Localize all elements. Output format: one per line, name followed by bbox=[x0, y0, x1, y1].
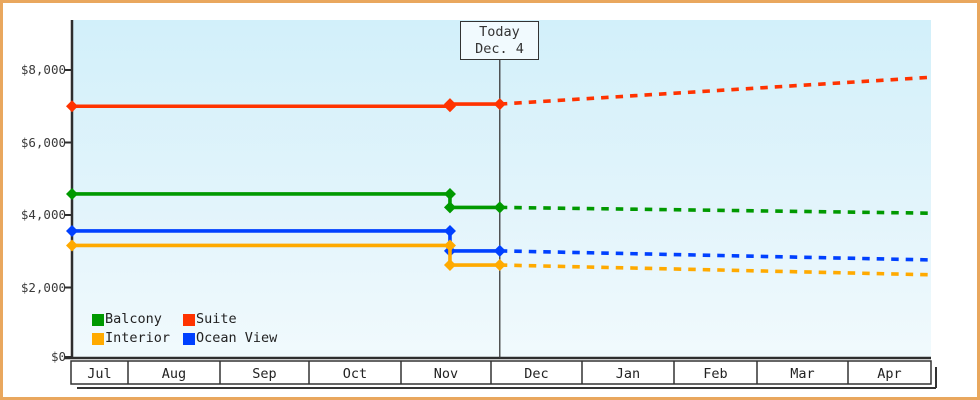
today-box-title: Today bbox=[479, 24, 520, 40]
price-marker-balcony-today bbox=[493, 201, 506, 214]
price-marker-suite-after-change bbox=[443, 98, 456, 111]
month-label-nov: Nov bbox=[434, 366, 458, 382]
price-marker-suite-today bbox=[493, 98, 506, 111]
y-tick-label-2000: $2,000 bbox=[20, 279, 66, 295]
month-label-mar: Mar bbox=[790, 366, 814, 382]
price-marker-interior-after-change bbox=[443, 259, 456, 272]
legend-item-suite: Suite bbox=[183, 311, 277, 327]
series-line-suite bbox=[72, 102, 500, 109]
legend: Balcony Suite Interior Ocean View bbox=[92, 311, 278, 346]
month-label-apr: Apr bbox=[877, 366, 901, 382]
legend-swatch-interior-icon bbox=[92, 332, 104, 345]
today-marker-box: Today Dec. 4 bbox=[460, 21, 539, 60]
legend-label-ocean-view: Ocean View bbox=[196, 330, 278, 346]
series-line-balcony bbox=[72, 192, 500, 210]
price-marker-interior-today bbox=[493, 259, 506, 272]
price-marker-ocean-view-before-change bbox=[443, 224, 456, 237]
today-box-date: Dec. 4 bbox=[475, 41, 524, 57]
legend-item-interior: Interior bbox=[92, 330, 183, 346]
month-label-dec: Dec bbox=[524, 366, 548, 382]
price-marker-balcony-before-change bbox=[443, 187, 456, 200]
y-tick-label-6000: $6,000 bbox=[20, 134, 66, 150]
month-label-aug: Aug bbox=[162, 366, 186, 382]
price-marker-ocean-view-start bbox=[66, 224, 78, 237]
legend-item-ocean-view: Ocean View bbox=[183, 330, 278, 346]
series-projection-interior bbox=[499, 263, 932, 277]
price-marker-ocean-view-today bbox=[493, 244, 506, 257]
series-projection-balcony bbox=[499, 205, 932, 215]
y-tick-label-0: $0 bbox=[50, 349, 66, 364]
legend-swatch-suite-icon bbox=[183, 313, 195, 326]
month-label-jul: Jul bbox=[87, 366, 111, 382]
series-line-ocean-view bbox=[72, 229, 500, 253]
legend-item-balcony: Balcony bbox=[92, 311, 183, 327]
price-marker-balcony-start bbox=[66, 187, 78, 200]
legend-swatch-ocean-view-icon bbox=[183, 332, 195, 345]
month-label-feb: Feb bbox=[703, 366, 727, 382]
series-projection-ocean-view bbox=[499, 249, 932, 262]
month-label-oct: Oct bbox=[343, 366, 367, 382]
price-marker-interior-start bbox=[66, 239, 78, 252]
month-label-jan: Jan bbox=[616, 366, 640, 382]
month-axis-table bbox=[70, 360, 932, 385]
legend-label-balcony: Balcony bbox=[105, 311, 162, 327]
price-marker-balcony-after-change bbox=[443, 201, 456, 214]
price-marker-interior-before-change bbox=[443, 239, 456, 252]
legend-swatch-balcony-icon bbox=[92, 313, 104, 326]
y-tick-label-4000: $4,000 bbox=[20, 207, 66, 222]
plot-area-background bbox=[73, 20, 931, 358]
legend-label-interior: Interior bbox=[105, 330, 171, 346]
series-projection-suite bbox=[499, 75, 932, 106]
y-tick-label-8000: $8,000 bbox=[20, 62, 66, 77]
month-label-sep: Sep bbox=[252, 366, 276, 382]
series-line-interior bbox=[72, 243, 500, 267]
price-marker-suite-start bbox=[66, 100, 78, 113]
legend-label-suite: Suite bbox=[196, 311, 237, 327]
